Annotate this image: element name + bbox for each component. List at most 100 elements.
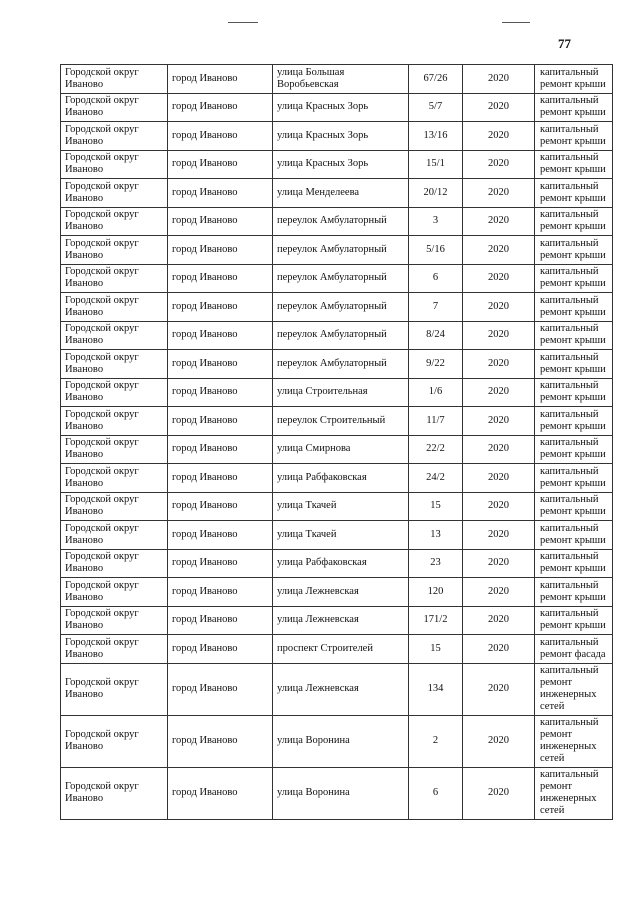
year-cell: 2020 — [462, 520, 535, 550]
work-type-cell: капитальный ремонт крыши — [534, 377, 613, 407]
year-cell: 2020 — [462, 605, 535, 635]
municipality-cell: Городской округ Иваново — [60, 406, 168, 436]
street-cell: проспект Строителей — [272, 634, 409, 664]
table-row: Городской округ Иваново город Иваново пере… — [60, 235, 613, 265]
year-cell: 2020 — [462, 263, 535, 293]
year-cell: 2020 — [462, 406, 535, 436]
work-type-cell: капитальный ремонт инженерных сетей — [534, 766, 613, 820]
street-cell: переулок Амбулаторный — [272, 320, 409, 350]
table-row: Городской округ Иваново город Иваново улиц… — [60, 766, 613, 820]
street-cell: улица Строительная — [272, 377, 409, 407]
year-cell: 2020 — [462, 235, 535, 265]
table-row: Городской округ Иваново город Иваново улиц… — [60, 92, 613, 122]
municipality-cell: Городской округ Иваново — [60, 149, 168, 179]
work-type-cell: капитальный ремонт крыши — [534, 434, 613, 464]
settlement-cell: город Иваново — [167, 235, 273, 265]
house-number-cell: 20/12 — [408, 178, 463, 208]
settlement-cell: город Иваново — [167, 178, 273, 208]
settlement-cell: город Иваново — [167, 605, 273, 635]
house-number-cell: 171/2 — [408, 605, 463, 635]
table-row: Городской округ Иваново город Иваново улиц… — [60, 121, 613, 151]
municipality-cell: Городской округ Иваново — [60, 92, 168, 122]
year-cell: 2020 — [462, 92, 535, 122]
year-cell: 2020 — [462, 548, 535, 578]
settlement-cell: город Иваново — [167, 714, 273, 768]
table-row: Городской округ Иваново город Иваново улиц… — [60, 605, 613, 635]
housing-repair-table: Городской округ Иваново город Иваново улиц… — [60, 64, 613, 820]
year-cell: 2020 — [462, 377, 535, 407]
street-cell: улица Красных Зорь — [272, 121, 409, 151]
scan-mark — [228, 22, 258, 23]
house-number-cell: 23 — [408, 548, 463, 578]
settlement-cell: город Иваново — [167, 292, 273, 322]
work-type-cell: капитальный ремонт крыши — [534, 406, 613, 436]
work-type-cell: капитальный ремонт крыши — [534, 463, 613, 493]
year-cell: 2020 — [462, 64, 535, 94]
street-cell: улица Лежневская — [272, 577, 409, 607]
house-number-cell: 15 — [408, 491, 463, 521]
street-cell: улица Ткачей — [272, 491, 409, 521]
work-type-cell: капитальный ремонт крыши — [534, 178, 613, 208]
municipality-cell: Городской округ Иваново — [60, 662, 168, 716]
settlement-cell: город Иваново — [167, 634, 273, 664]
house-number-cell: 3 — [408, 206, 463, 236]
municipality-cell: Городской округ Иваново — [60, 320, 168, 350]
work-type-cell: капитальный ремонт крыши — [534, 206, 613, 236]
street-cell: улица Воронина — [272, 714, 409, 768]
table-row: Городской округ Иваново город Иваново пере… — [60, 263, 613, 293]
street-cell: улица Ткачей — [272, 520, 409, 550]
year-cell: 2020 — [462, 206, 535, 236]
settlement-cell: город Иваново — [167, 406, 273, 436]
municipality-cell: Городской округ Иваново — [60, 463, 168, 493]
municipality-cell: Городской округ Иваново — [60, 377, 168, 407]
municipality-cell: Городской округ Иваново — [60, 178, 168, 208]
street-cell: улица Менделеева — [272, 178, 409, 208]
municipality-cell: Городской округ Иваново — [60, 263, 168, 293]
work-type-cell: капитальный ремонт фасада — [534, 634, 613, 664]
year-cell: 2020 — [462, 292, 535, 322]
street-cell: улица Рабфаковская — [272, 463, 409, 493]
year-cell: 2020 — [462, 634, 535, 664]
table-row: Городской округ Иваново город Иваново пере… — [60, 206, 613, 236]
street-cell: переулок Амбулаторный — [272, 292, 409, 322]
street-cell: улица Лежневская — [272, 662, 409, 716]
house-number-cell: 2 — [408, 714, 463, 768]
settlement-cell: город Иваново — [167, 92, 273, 122]
table-row: Городской округ Иваново город Иваново улиц… — [60, 714, 613, 768]
settlement-cell: город Иваново — [167, 463, 273, 493]
work-type-cell: капитальный ремонт крыши — [534, 64, 613, 94]
municipality-cell: Городской округ Иваново — [60, 605, 168, 635]
street-cell: переулок Амбулаторный — [272, 235, 409, 265]
work-type-cell: капитальный ремонт крыши — [534, 149, 613, 179]
house-number-cell: 24/2 — [408, 463, 463, 493]
year-cell: 2020 — [462, 491, 535, 521]
table-row: Городской округ Иваново город Иваново прос… — [60, 634, 613, 664]
work-type-cell: капитальный ремонт инженерных сетей — [534, 714, 613, 768]
house-number-cell: 6 — [408, 263, 463, 293]
settlement-cell: город Иваново — [167, 520, 273, 550]
street-cell: улица Рабфаковская — [272, 548, 409, 578]
year-cell: 2020 — [462, 463, 535, 493]
street-cell: переулок Строительный — [272, 406, 409, 436]
table-row: Городской округ Иваново город Иваново улиц… — [60, 149, 613, 179]
table-row: Городской округ Иваново город Иваново улиц… — [60, 434, 613, 464]
settlement-cell: город Иваново — [167, 434, 273, 464]
municipality-cell: Городской округ Иваново — [60, 491, 168, 521]
table-row: Городской округ Иваново город Иваново улиц… — [60, 491, 613, 521]
table-row: Городской округ Иваново город Иваново улиц… — [60, 178, 613, 208]
house-number-cell: 5/7 — [408, 92, 463, 122]
work-type-cell: капитальный ремонт крыши — [534, 121, 613, 151]
year-cell: 2020 — [462, 434, 535, 464]
table-row: Городской округ Иваново город Иваново улиц… — [60, 548, 613, 578]
municipality-cell: Городской округ Иваново — [60, 520, 168, 550]
street-cell: улица Красных Зорь — [272, 92, 409, 122]
work-type-cell: капитальный ремонт крыши — [534, 235, 613, 265]
settlement-cell: город Иваново — [167, 491, 273, 521]
page-number: 77 — [558, 36, 571, 51]
municipality-cell: Городской округ Иваново — [60, 349, 168, 379]
street-cell: улица Большая Воробьевская — [272, 64, 409, 94]
municipality-cell: Городской округ Иваново — [60, 577, 168, 607]
table-row: Городской округ Иваново город Иваново улиц… — [60, 377, 613, 407]
table-row: Городской округ Иваново город Иваново улиц… — [60, 463, 613, 493]
settlement-cell: город Иваново — [167, 149, 273, 179]
